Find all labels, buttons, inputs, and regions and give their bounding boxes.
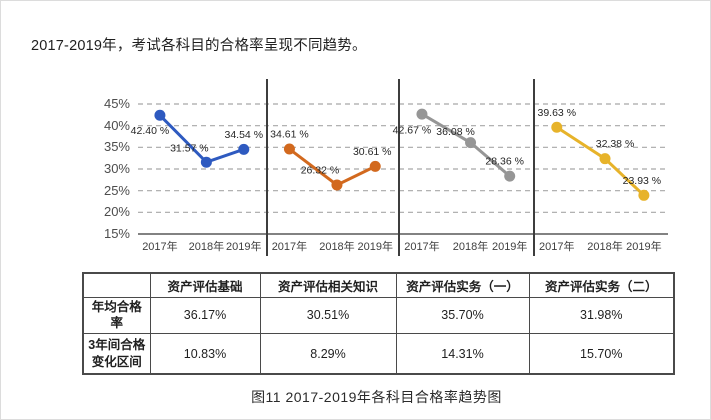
table-cell: 8.29% bbox=[259, 333, 397, 375]
table-row: 年均合格率 36.17% 30.51% 35.70% 31.98% bbox=[82, 296, 675, 335]
table-cell: 10.83% bbox=[149, 333, 261, 375]
data-label: 36.08 % bbox=[436, 126, 475, 138]
y-axis-tick: 25% bbox=[103, 182, 130, 198]
data-point bbox=[465, 137, 477, 149]
x-axis-label: 2018年 bbox=[453, 239, 488, 253]
data-point bbox=[551, 121, 563, 133]
data-point bbox=[154, 109, 166, 121]
data-label: 34.54 % bbox=[225, 129, 264, 141]
table-cell: 31.98% bbox=[528, 296, 675, 335]
y-axis-tick: 35% bbox=[103, 139, 130, 155]
data-point bbox=[504, 170, 516, 182]
table-row: 3年间合格 变化区间 10.83% 8.29% 14.31% 15.70% bbox=[82, 333, 675, 375]
summary-table: 资产评估基础 资产评估相关知识 资产评估实务（一） 资产评估实务（二） 年均合格… bbox=[82, 272, 675, 375]
column-header: 资产评估实务（一） bbox=[395, 272, 530, 298]
table-cell: 15.70% bbox=[528, 333, 675, 375]
x-axis-label: 2018年 bbox=[319, 239, 354, 253]
data-label: 32.38 % bbox=[596, 138, 635, 150]
table-cell: 14.31% bbox=[395, 333, 530, 375]
data-label: 30.61 % bbox=[353, 146, 392, 158]
x-axis-label: 2019年 bbox=[626, 239, 661, 253]
data-point bbox=[238, 143, 250, 155]
x-axis-label: 2017年 bbox=[142, 239, 177, 253]
chart: 45% 40% 35% 30% 25% 20% 15% 42.40 % 2017年 31.57 … bbox=[86, 79, 672, 257]
data-point bbox=[200, 156, 212, 168]
x-axis-label: 2019年 bbox=[226, 239, 261, 253]
column-header: 资产评估实务（二） bbox=[528, 272, 675, 298]
x-axis-label: 2018年 bbox=[189, 239, 224, 253]
x-axis-label: 2017年 bbox=[404, 239, 439, 253]
data-label: 39.63 % bbox=[538, 107, 577, 119]
x-axis-label: 2018年 bbox=[587, 239, 622, 253]
table-cell: 30.51% bbox=[259, 296, 397, 335]
y-axis-tick: 15% bbox=[103, 226, 130, 241]
data-point bbox=[416, 108, 428, 120]
row-header: 年均合格率 bbox=[82, 296, 151, 335]
table-cell: 36.17% bbox=[149, 296, 261, 335]
figure-caption: 图11 2017-2019年各科目合格率趋势图 bbox=[251, 389, 502, 405]
y-axis-tick: 30% bbox=[103, 161, 130, 176]
table-cell: 35.70% bbox=[395, 296, 530, 335]
data-point bbox=[283, 143, 295, 155]
data-label: 23.93 % bbox=[623, 175, 662, 187]
column-header: 资产评估基础 bbox=[149, 272, 261, 298]
data-label: 42.40 % bbox=[131, 125, 170, 137]
intro-text: 2017-2019年，考试各科目的合格率呈现不同趋势。 bbox=[31, 37, 367, 54]
table-header-row: 资产评估基础 资产评估相关知识 资产评估实务（一） 资产评估实务（二） bbox=[82, 272, 675, 298]
y-axis-tick: 45% bbox=[103, 96, 130, 111]
x-axis-label: 2017年 bbox=[272, 239, 307, 253]
data-label: 26.32 % bbox=[301, 164, 340, 176]
x-axis-label: 2017年 bbox=[539, 239, 574, 253]
data-point bbox=[638, 189, 650, 201]
data-label: 31.57 % bbox=[170, 143, 209, 155]
data-point bbox=[331, 179, 343, 191]
y-axis-tick: 20% bbox=[103, 204, 130, 220]
data-label: 34.61 % bbox=[270, 129, 309, 141]
data-point bbox=[599, 153, 611, 165]
data-point bbox=[369, 160, 381, 172]
plot-area: 42.40 % 2017年 31.57 % 2018年 34.54 % 2019年 34.6… bbox=[131, 79, 668, 257]
y-axis-tick: 40% bbox=[103, 117, 130, 133]
table-corner-cell bbox=[82, 272, 151, 298]
column-header: 资产评估相关知识 bbox=[259, 272, 397, 298]
y-axis: 45% 40% 35% 30% 25% 20% 15% bbox=[86, 79, 130, 257]
data-label: 28.36 % bbox=[485, 156, 524, 168]
x-axis-label: 2019年 bbox=[357, 239, 392, 253]
row-header: 3年间合格 变化区间 bbox=[82, 333, 151, 375]
x-axis-label: 2019年 bbox=[492, 239, 527, 253]
data-label: 42.67 % bbox=[393, 125, 432, 137]
